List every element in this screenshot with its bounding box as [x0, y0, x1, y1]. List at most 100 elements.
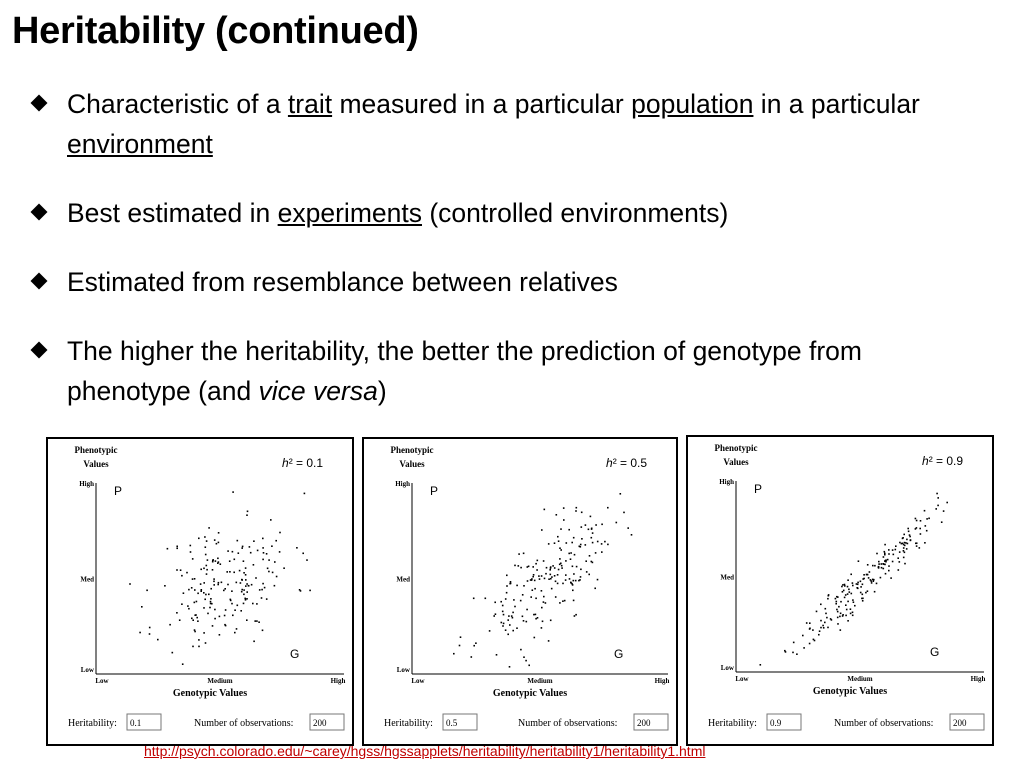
- data-point: [572, 589, 574, 592]
- data-point: [862, 578, 864, 580]
- data-point: [242, 560, 245, 562]
- x-tick-label: Medium: [527, 677, 552, 685]
- source-link[interactable]: http://psych.colorado.edu/~carey/hgss/hg…: [144, 743, 706, 759]
- data-point: [615, 521, 618, 524]
- data-point: [812, 629, 814, 631]
- data-point: [847, 620, 849, 622]
- observations-input[interactable]: [309, 713, 345, 731]
- data-point: [861, 600, 864, 602]
- data-point: [876, 552, 878, 555]
- data-point: [220, 581, 223, 584]
- heritability-input[interactable]: [126, 713, 162, 731]
- data-point: [872, 564, 874, 567]
- data-point: [217, 583, 219, 586]
- data-point: [902, 556, 905, 559]
- data-point: [559, 558, 561, 560]
- data-point: [553, 542, 556, 544]
- data-point: [532, 575, 534, 578]
- data-point: [825, 612, 827, 615]
- data-point: [919, 520, 922, 522]
- data-points: [759, 492, 948, 666]
- data-point: [198, 639, 200, 641]
- data-point: [270, 519, 272, 521]
- data-point: [852, 601, 855, 603]
- data-point: [903, 533, 905, 536]
- data-point: [565, 574, 567, 576]
- data-point: [897, 557, 899, 559]
- data-point: [845, 608, 848, 611]
- data-point: [235, 581, 238, 584]
- data-point: [808, 628, 811, 630]
- data-point: [193, 578, 196, 580]
- data-point: [196, 616, 198, 619]
- data-point: [213, 578, 215, 580]
- data-point: [535, 562, 537, 565]
- data-point: [526, 580, 529, 582]
- data-point: [146, 589, 148, 592]
- data-point: [827, 594, 830, 596]
- heritability-input[interactable]: [442, 713, 478, 731]
- data-point: [203, 607, 205, 609]
- data-point: [839, 629, 842, 631]
- data-point: [171, 651, 174, 654]
- data-point: [530, 579, 533, 581]
- data-point: [590, 560, 593, 563]
- data-point: [271, 545, 273, 547]
- data-point: [839, 615, 841, 618]
- data-point: [268, 570, 270, 573]
- observations-input-value: 200: [953, 718, 967, 728]
- data-point: [176, 545, 178, 548]
- data-point: [915, 545, 918, 547]
- observations-field-label: Number of observations:: [518, 718, 617, 729]
- data-point: [494, 613, 497, 615]
- data-point: [908, 534, 911, 536]
- x-tick-label: Medium: [207, 677, 232, 685]
- observations-input[interactable]: [949, 713, 985, 731]
- data-point: [834, 597, 837, 600]
- data-point: [884, 563, 886, 566]
- data-point: [818, 630, 821, 632]
- data-point: [907, 527, 909, 530]
- data-point: [903, 541, 906, 544]
- data-point: [265, 598, 268, 600]
- data-point: [246, 598, 248, 600]
- data-point: [590, 527, 593, 530]
- data-point: [521, 594, 524, 596]
- data-point: [494, 601, 496, 604]
- data-point: [866, 590, 869, 592]
- data-point: [915, 542, 918, 544]
- data-point: [818, 633, 820, 636]
- data-point: [842, 614, 844, 616]
- data-point: [217, 562, 219, 564]
- data-point: [873, 578, 875, 581]
- data-point: [241, 588, 243, 591]
- data-point: [926, 518, 928, 520]
- data-point: [530, 596, 532, 598]
- data-point: [573, 553, 576, 556]
- data-point: [784, 649, 786, 652]
- data-point: [882, 556, 885, 558]
- data-point: [888, 565, 890, 567]
- data-point: [590, 536, 593, 539]
- data-point: [596, 540, 599, 543]
- data-point: [512, 611, 514, 614]
- data-point: [252, 602, 254, 605]
- data-point: [884, 572, 887, 575]
- data-point: [884, 553, 886, 556]
- data-point: [540, 627, 543, 629]
- data-point: [547, 543, 550, 545]
- data-point: [224, 609, 227, 611]
- data-point: [509, 582, 511, 585]
- data-point: [244, 597, 246, 600]
- data-point: [303, 492, 306, 495]
- data-point: [187, 605, 189, 607]
- data-point: [915, 527, 918, 529]
- observations-input[interactable]: [633, 713, 669, 731]
- data-point: [884, 543, 886, 546]
- heritability-input[interactable]: [766, 713, 802, 731]
- data-point: [568, 528, 570, 531]
- data-point: [803, 647, 805, 649]
- data-point: [888, 569, 890, 572]
- data-point: [508, 666, 511, 668]
- data-point: [275, 575, 278, 578]
